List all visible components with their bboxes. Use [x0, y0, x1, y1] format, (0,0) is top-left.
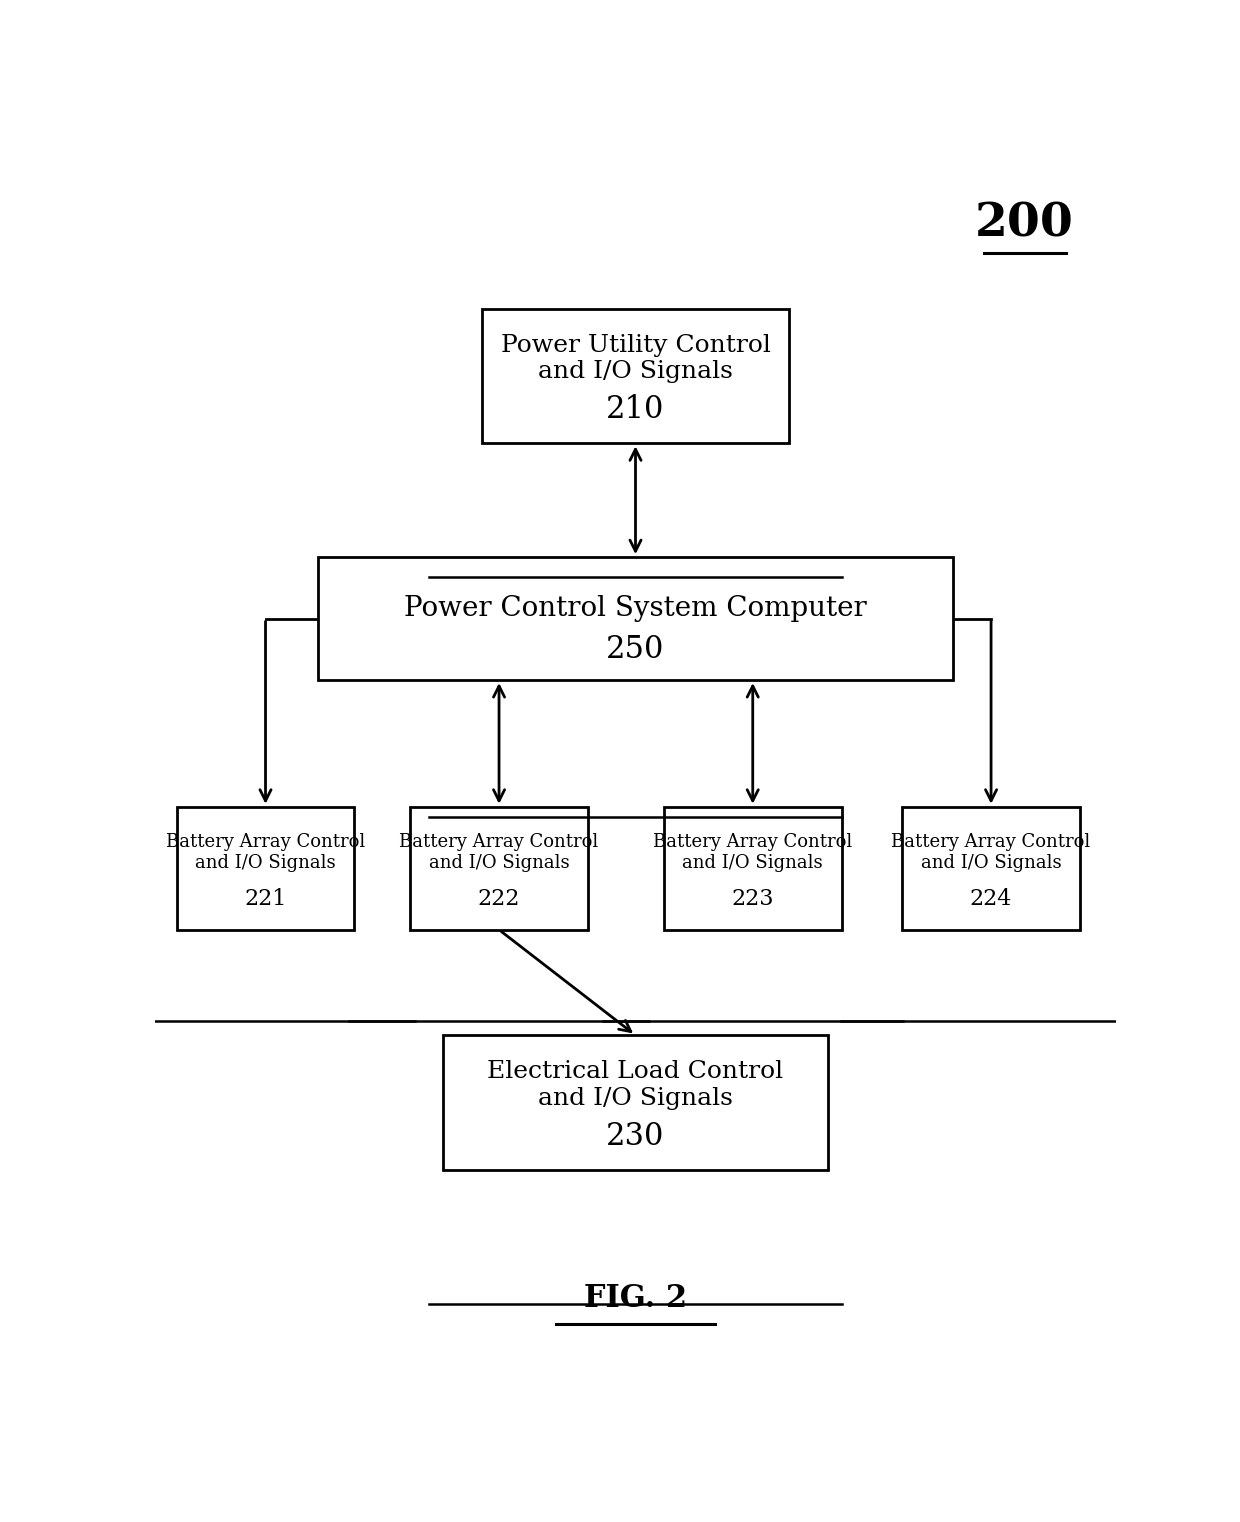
Text: FIG. 2: FIG. 2: [584, 1283, 687, 1313]
Text: 224: 224: [970, 887, 1012, 910]
Text: Battery Array Control
and I/O Signals: Battery Array Control and I/O Signals: [892, 833, 1091, 872]
Text: Battery Array Control
and I/O Signals: Battery Array Control and I/O Signals: [653, 833, 852, 872]
Text: 210: 210: [606, 394, 665, 425]
Bar: [903, 807, 1080, 930]
Bar: [176, 807, 355, 930]
Bar: [663, 807, 842, 930]
Bar: [410, 807, 588, 930]
Text: 250: 250: [606, 633, 665, 665]
Bar: [319, 557, 952, 680]
Text: Power Utility Control
and I/O Signals: Power Utility Control and I/O Signals: [501, 333, 770, 384]
Text: Power Control System Computer: Power Control System Computer: [404, 595, 867, 622]
Text: Battery Array Control
and I/O Signals: Battery Array Control and I/O Signals: [399, 833, 599, 872]
Text: Battery Array Control
and I/O Signals: Battery Array Control and I/O Signals: [166, 833, 365, 872]
Text: Electrical Load Control
and I/O Signals: Electrical Load Control and I/O Signals: [487, 1061, 784, 1110]
Text: 223: 223: [732, 887, 774, 910]
Text: 222: 222: [477, 887, 521, 910]
Bar: [444, 1035, 828, 1170]
Text: 230: 230: [606, 1120, 665, 1152]
Text: 200: 200: [976, 201, 1074, 247]
Bar: [481, 309, 789, 443]
Text: 221: 221: [244, 887, 286, 910]
